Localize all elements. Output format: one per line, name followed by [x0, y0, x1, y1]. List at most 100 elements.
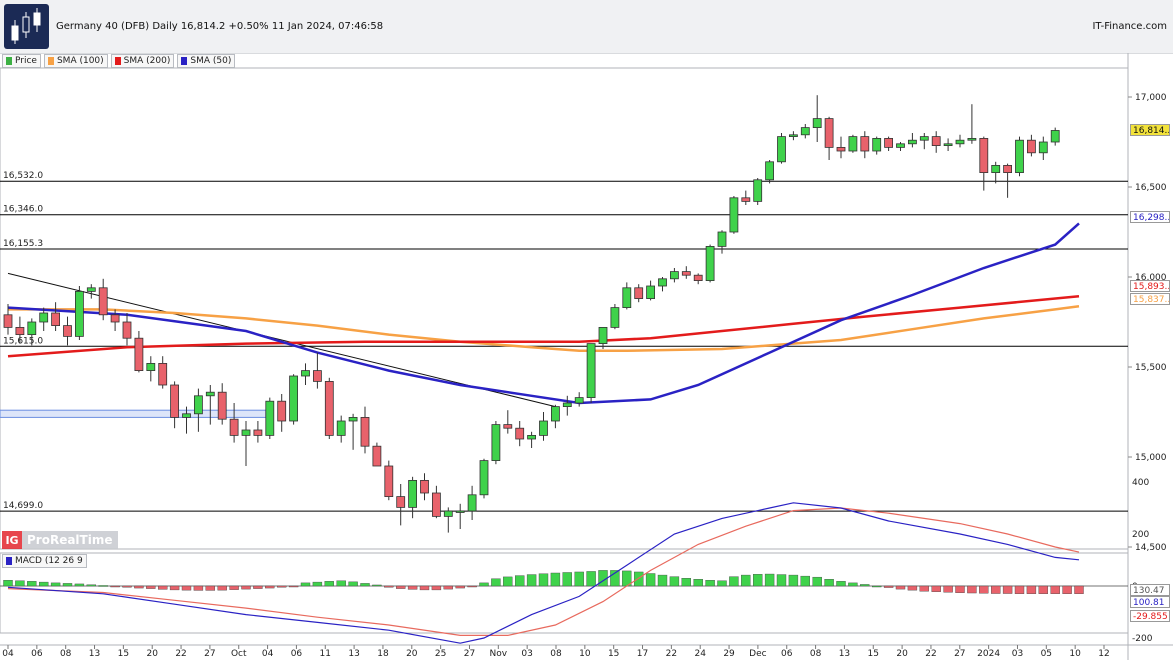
macd-histogram-bar-positive: [657, 574, 668, 587]
time-axis-label: 06: [31, 649, 43, 659]
macd-histogram-bar-negative: [253, 585, 263, 589]
candle-down: [634, 287, 644, 299]
time-axis-label: 06: [291, 649, 303, 659]
candle-up: [527, 434, 536, 440]
candle-up: [182, 413, 191, 418]
macd-histogram-bar-positive: [669, 576, 680, 587]
price-axis-label: 15,000: [1135, 453, 1167, 463]
macd-histogram-bar-positive: [729, 576, 739, 587]
last-value-tag-sma-100: 15,837...: [1130, 293, 1170, 305]
macd-histogram-bar-negative: [1026, 585, 1037, 594]
source-label: IT-Finance.com: [1092, 21, 1167, 32]
candle-up: [193, 395, 203, 415]
candle-up: [789, 134, 798, 138]
legend-sma200-swatch: [114, 57, 121, 65]
candle-down: [741, 197, 751, 202]
macd-histogram-bar-negative: [181, 585, 192, 591]
candle-up: [717, 231, 727, 247]
macd-histogram-bar-positive: [39, 581, 49, 587]
legend-sma50-label: SMA (50): [190, 56, 232, 66]
candle-up: [491, 424, 501, 462]
candle-up: [336, 420, 346, 436]
macd-histogram-bar-negative: [169, 585, 180, 591]
legend-sma100-swatch: [47, 57, 54, 65]
macd-histogram-bar-negative: [443, 585, 453, 590]
candle-down: [396, 496, 406, 508]
macd-histogram-bar-negative: [217, 585, 227, 591]
time-axis-label: 13: [89, 649, 100, 659]
candle-down: [931, 136, 941, 147]
time-axis-label: 15: [868, 649, 879, 659]
macd-histogram-bar-positive: [741, 574, 751, 587]
macd-histogram-bar-negative: [419, 585, 430, 591]
candle-up: [670, 271, 679, 280]
candle-up: [408, 479, 418, 508]
macd-histogram-bar-negative: [407, 585, 418, 590]
macd-histogram-bar-negative: [431, 585, 442, 591]
time-axis-label: 27: [954, 649, 965, 659]
candle-up: [551, 406, 560, 422]
macd-histogram-bar-negative: [1038, 585, 1049, 594]
support-level-label: 15,615.0: [3, 336, 43, 346]
macd-signal-line: [7, 507, 1080, 636]
price-axis-label: 14,500: [1135, 543, 1167, 553]
macd-histogram-bar-positive: [562, 572, 572, 587]
price-axis-label: 15,500: [1135, 363, 1167, 373]
macd-histogram-bar-positive: [312, 581, 323, 587]
macd-histogram-bar-negative: [1014, 585, 1025, 594]
legend-sma200-label: SMA (200): [123, 56, 171, 66]
time-axis-label: 20: [406, 649, 418, 659]
candlestick-logo-graphic: [11, 8, 41, 44]
macd-panel: [0, 552, 1129, 634]
macd-histogram-bar-positive: [336, 580, 346, 587]
support-level-label: 16,155.3: [3, 239, 43, 249]
candle-down: [693, 274, 703, 282]
macd-axis-label: 400: [1132, 478, 1149, 488]
macd-histogram-bar-positive: [491, 578, 501, 587]
macd-histogram-bar-positive: [526, 574, 537, 587]
candle-down: [110, 314, 120, 323]
time-axis-label: Nov: [490, 649, 508, 659]
macd-histogram-bar-positive: [360, 583, 370, 587]
macd-histogram-bar-negative: [229, 585, 239, 590]
macd-histogram-bar-positive: [812, 576, 822, 587]
macd-histogram-bar-negative: [1074, 585, 1084, 594]
price-axis-label: 17,000: [1135, 93, 1167, 103]
macd-histogram-bar-positive: [800, 575, 810, 587]
sma100-line: [8, 305, 1080, 353]
support-level-label: 16,346.0: [3, 205, 43, 215]
macd-histogram-bar-positive: [574, 571, 584, 587]
time-axis-label: 10: [1069, 649, 1081, 659]
macd-histogram-bar-negative: [955, 585, 965, 593]
candle-up: [348, 416, 358, 422]
candle-up: [729, 197, 739, 233]
time-axis-label: 13: [348, 649, 359, 659]
macd-histogram-bar-negative: [146, 585, 156, 589]
candle-down: [15, 326, 25, 335]
time-axis-label: 2024: [977, 649, 1000, 659]
macd-histogram-bar-positive: [479, 582, 489, 587]
time-axis-label: 08: [810, 649, 822, 659]
macd-legend[interactable]: MACD (12 26 9: [2, 554, 87, 568]
macd-axis-label: 200: [1132, 530, 1149, 540]
macd-histogram-bar-positive: [848, 582, 858, 587]
candle-down: [979, 137, 989, 173]
candle-up: [896, 143, 905, 148]
macd-histogram-bar-negative: [883, 585, 894, 588]
macd-histogram-bar-positive: [98, 585, 108, 587]
candle-up: [610, 307, 620, 328]
time-axis-label: 03: [521, 649, 532, 659]
legend-price-swatch: [6, 57, 12, 65]
macd-histogram-bar-negative: [1062, 585, 1072, 594]
candle-down: [384, 465, 394, 498]
candle-up: [800, 127, 810, 136]
macd-histogram-bar-negative: [1002, 585, 1013, 594]
time-axis-label: 29: [723, 649, 735, 659]
candle-up: [289, 375, 299, 422]
candle-down: [1027, 139, 1036, 154]
ig-logo-icon: IG: [2, 531, 22, 549]
candle-down: [324, 380, 334, 436]
support-level-label: 16,532.0: [3, 171, 43, 181]
